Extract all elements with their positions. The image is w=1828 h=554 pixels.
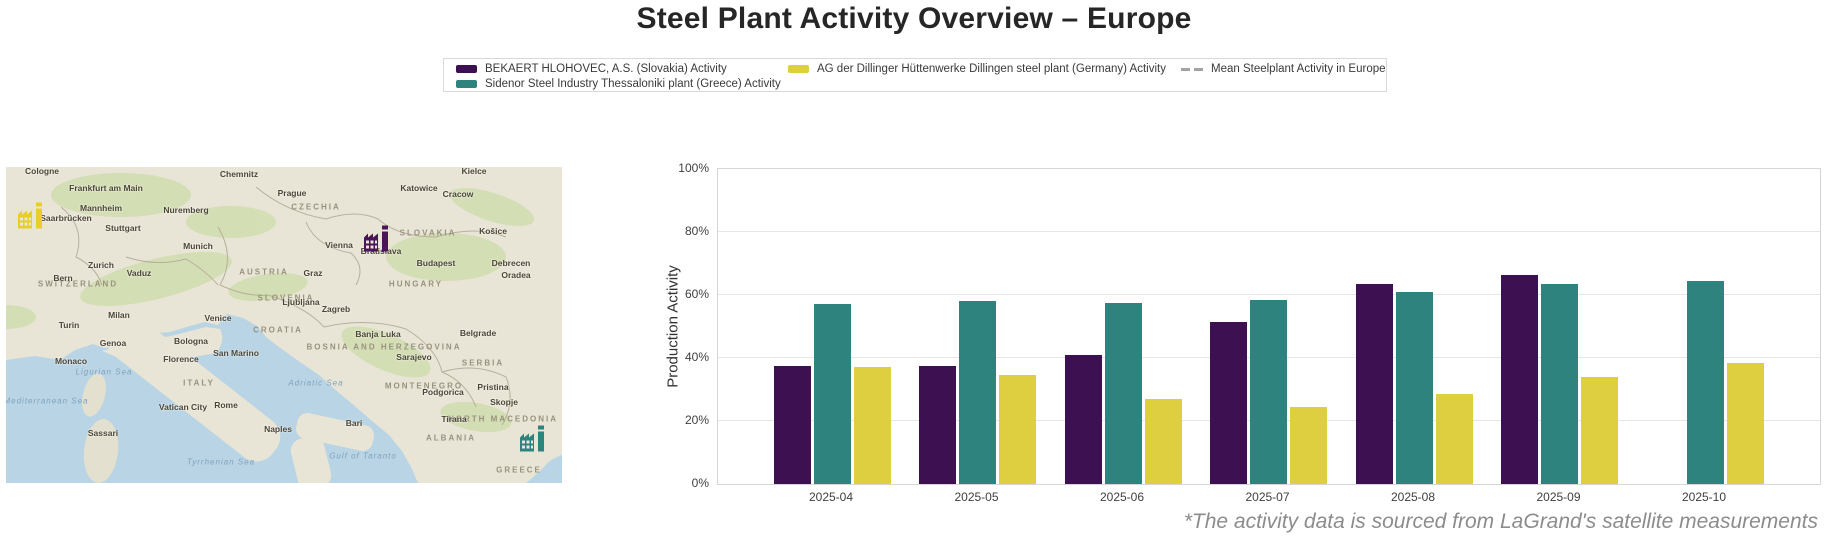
factory-icon [520, 425, 544, 452]
legend-color-swatch [788, 65, 809, 73]
bar [1355, 283, 1393, 484]
bar [1144, 398, 1182, 484]
bar [1395, 291, 1433, 484]
terrain-highlands [6, 173, 535, 433]
y-axis-tick-label: 20% [684, 413, 709, 427]
y-axis-tick-label: 60% [684, 287, 709, 301]
island-corsica [82, 373, 106, 417]
gridline [718, 231, 1820, 232]
page-title: Steel Plant Activity Overview – Europe [636, 2, 1192, 35]
bar [1290, 406, 1327, 484]
x-axis-tick-label: 2025-09 [1536, 490, 1581, 504]
europe-plants-map[interactable]: CZECHIA SLOVAKIA AUSTRIA HUNGARY SWITZERLAND… [6, 167, 562, 483]
legend-color-swatch [456, 80, 477, 88]
bar [1064, 354, 1102, 484]
factory-icon [364, 225, 388, 252]
data-source-footnote: *The activity data is sourced from LaGra… [1183, 510, 1818, 533]
legend-item-label: BEKAERT HLOHOVEC, A.S. (Slovakia) Activi… [485, 63, 727, 75]
legend-item-label: Sidenor Steel Industry Thessaloniki plan… [485, 78, 781, 90]
bar [1250, 299, 1287, 484]
sea-gulf [526, 455, 562, 483]
x-axis-tick-label: 2025-07 [1245, 490, 1290, 504]
bar [1686, 280, 1724, 484]
legend-item-label: AG der Dillinger Hüttenwerke Dillingen s… [817, 63, 1166, 75]
island-sardinia [83, 419, 119, 483]
dillingen-germany-plant-marker[interactable] [16, 202, 46, 230]
legend-item: Sidenor Steel Industry Thessaloniki plan… [456, 77, 781, 91]
bar [1541, 283, 1578, 484]
land-italy [102, 315, 374, 483]
legend-color-swatch [456, 65, 477, 73]
gridline [718, 294, 1820, 295]
bar [999, 375, 1036, 484]
x-axis-tick-label: 2025-06 [1099, 490, 1145, 504]
bar [813, 304, 851, 484]
legend-item: Mean Steelplant Activity in Europe [1181, 62, 1386, 76]
y-axis-label: Production Activity [664, 265, 682, 388]
legend-item: AG der Dillinger Hüttenwerke Dillingen s… [788, 62, 1166, 76]
thessaloniki-greece-plant-marker[interactable] [518, 425, 548, 453]
legend-dash-swatch [1181, 67, 1203, 71]
bar [1581, 376, 1618, 484]
hlohovec-slovakia-plant-marker[interactable] [362, 225, 392, 253]
bar-chart-plot-area [717, 168, 1821, 485]
bar [959, 301, 996, 484]
legend-item: BEKAERT HLOHOVEC, A.S. (Slovakia) Activi… [456, 62, 727, 76]
y-axis-tick-label: 80% [684, 224, 709, 238]
map-basemap [6, 167, 562, 483]
bar [773, 365, 811, 484]
x-axis-tick-label: 2025-08 [1390, 490, 1436, 504]
factory-icon [18, 202, 42, 229]
y-axis-tick-label: 0% [691, 476, 709, 490]
bar [1104, 302, 1142, 484]
bar [1435, 394, 1473, 484]
y-axis-tick-label: 100% [678, 161, 709, 175]
y-axis-tick-label: 40% [684, 350, 709, 364]
x-axis-tick-label: 2025-10 [1681, 490, 1727, 504]
x-axis-tick-label: 2025-05 [954, 490, 999, 504]
bar [1210, 321, 1247, 484]
bar [1501, 274, 1538, 484]
bar [1726, 362, 1764, 484]
bar [919, 365, 956, 484]
bar [853, 367, 891, 484]
x-axis-tick-label: 2025-04 [808, 490, 854, 504]
country-borders [60, 186, 511, 426]
chart-legend: BEKAERT HLOHOVEC, A.S. (Slovakia) Activi… [443, 58, 1387, 92]
legend-item-label: Mean Steelplant Activity in Europe [1211, 63, 1386, 75]
